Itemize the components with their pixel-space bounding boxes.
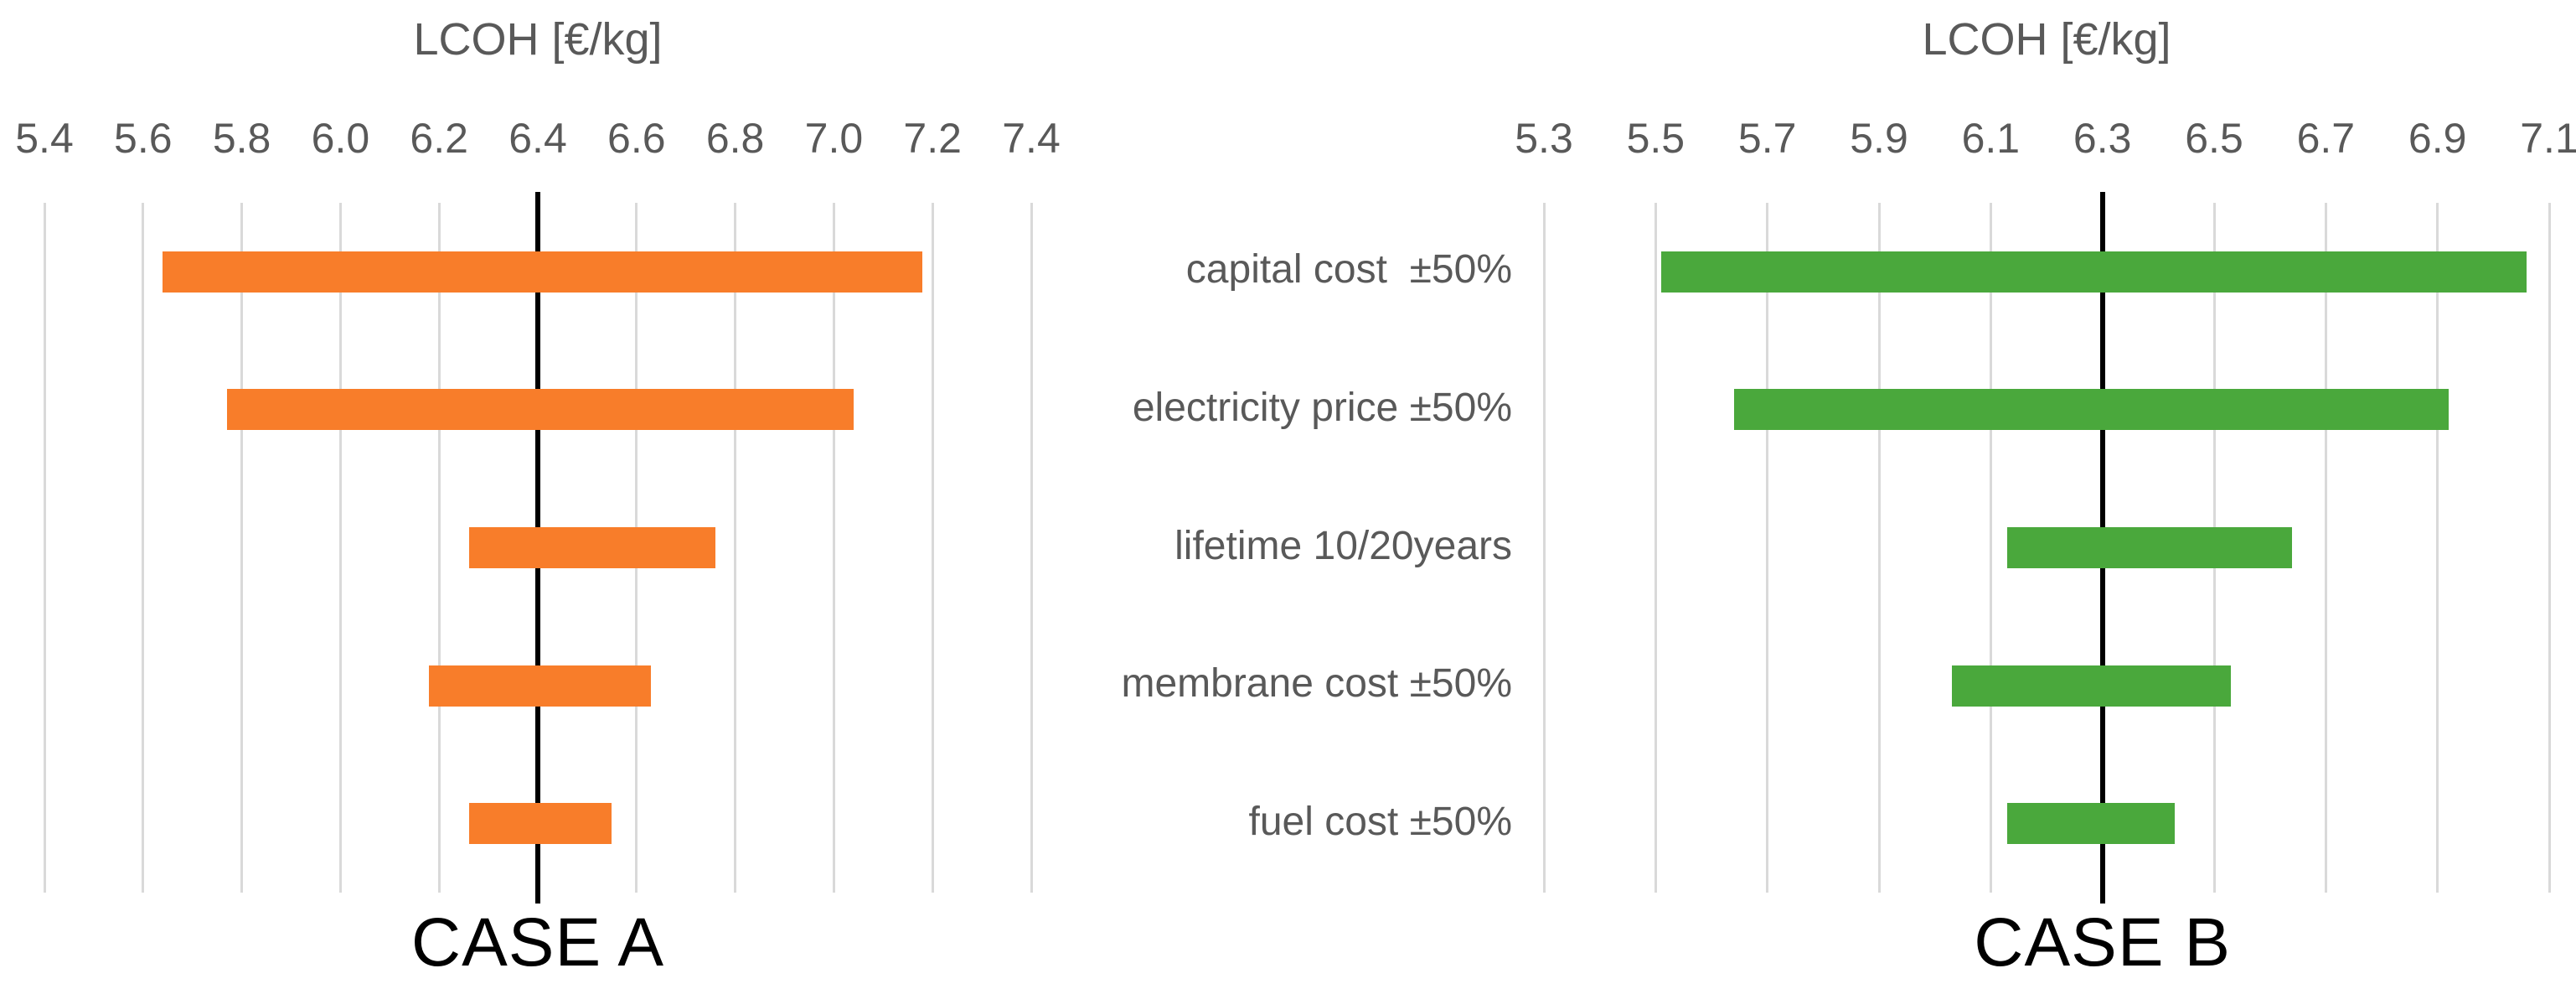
- gridline: [1766, 203, 1769, 893]
- sensitivity-bar-electricity-price-50: [226, 389, 854, 431]
- x-tick-label: 5.6: [114, 115, 173, 162]
- x-tick-label: 7.4: [1002, 115, 1061, 162]
- category-label-lifetime: lifetime 10/20years: [1174, 523, 1512, 568]
- gridline: [2436, 203, 2439, 893]
- x-tick-label: 6.0: [311, 115, 370, 162]
- case-a-label: CASE A: [410, 904, 665, 981]
- gridline: [240, 203, 244, 893]
- gridline: [2548, 203, 2551, 893]
- gridline: [437, 203, 441, 893]
- category-label-fuel-cost: fuel cost ±50%: [1248, 799, 1512, 844]
- x-tick-label: 6.6: [607, 115, 666, 162]
- x-tick-label: 6.7: [2296, 115, 2356, 162]
- x-tick-label: 5.3: [1515, 115, 1573, 162]
- category-label-membrane-cost: membrane cost ±50%: [1121, 661, 1512, 707]
- sensitivity-bar-membrane-cost-50: [1951, 665, 2231, 707]
- sensitivity-bar-membrane-cost-50: [429, 665, 652, 707]
- gridline: [1030, 203, 1033, 893]
- gridline: [142, 203, 145, 893]
- sensitivity-bar-lifetime-10-20years: [2007, 527, 2293, 568]
- x-tick-label: 5.9: [1850, 115, 1908, 162]
- gridline: [1989, 203, 1992, 893]
- x-tick-label: 5.7: [1737, 115, 1797, 162]
- category-label-electricity-price: electricity price ±50%: [1132, 385, 1512, 430]
- x-tick-label: 6.9: [2408, 115, 2467, 162]
- gridline: [931, 203, 934, 893]
- x-tick-label: 7.2: [903, 115, 962, 162]
- case-b-label: CASE B: [1974, 904, 2232, 981]
- gridline: [1542, 203, 1546, 893]
- gridline: [832, 203, 835, 893]
- x-tick-label: 7.0: [804, 115, 864, 162]
- case-a-axis-title: LCOH [€/kg]: [413, 14, 663, 65]
- sensitivity-bar-capital-cost-50: [163, 251, 923, 293]
- x-tick-label: 5.5: [1626, 115, 1685, 162]
- sensitivity-bar-fuel-cost-50: [468, 803, 612, 845]
- gridline: [734, 203, 737, 893]
- sensitivity-bar-electricity-price-50: [1733, 389, 2449, 431]
- x-tick-label: 5.8: [212, 115, 271, 162]
- gridline: [338, 203, 342, 893]
- sensitivity-bar-capital-cost-50: [1661, 251, 2527, 293]
- x-tick-label: 6.5: [2185, 115, 2243, 162]
- gridline: [1877, 203, 1881, 893]
- x-tick-label: 6.2: [410, 115, 468, 162]
- x-tick-label: 7.1: [2520, 115, 2576, 162]
- gridline: [43, 203, 46, 893]
- gridline: [2324, 203, 2327, 893]
- category-label-capital-cost: capital cost ±50%: [1185, 247, 1512, 293]
- x-tick-label: 5.4: [15, 115, 74, 162]
- sensitivity-bar-fuel-cost-50: [2007, 803, 2176, 845]
- x-tick-label: 6.8: [705, 115, 765, 162]
- case-b-axis-title: LCOH [€/kg]: [1922, 14, 2171, 65]
- x-tick-label: 6.1: [1961, 115, 2021, 162]
- x-tick-label: 6.3: [2073, 115, 2132, 162]
- x-tick-label: 6.4: [508, 115, 567, 162]
- sensitivity-bar-lifetime-10-20years: [468, 527, 716, 568]
- gridline: [1654, 203, 1657, 893]
